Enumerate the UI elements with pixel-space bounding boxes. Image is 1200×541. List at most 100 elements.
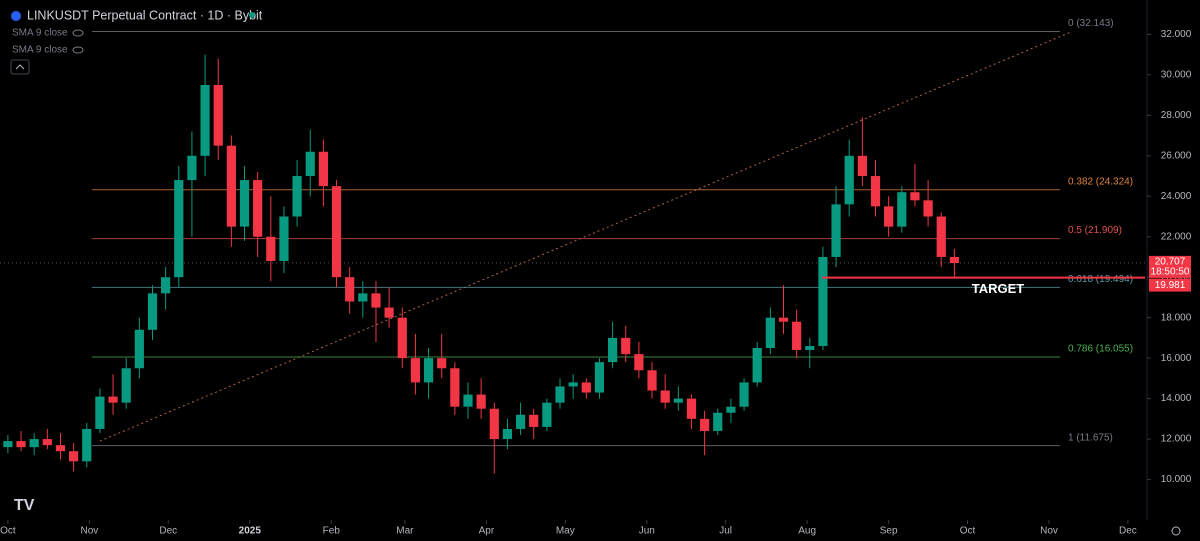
- x-tick-label: Oct: [0, 526, 16, 537]
- settings-icon[interactable]: [1171, 526, 1181, 536]
- candle-body: [765, 317, 775, 349]
- indicator-label[interactable]: SMA 9 close: [12, 45, 68, 56]
- candle-body: [147, 293, 158, 330]
- indicator-label[interactable]: SMA 9 close: [12, 28, 68, 39]
- x-tick-label: Jun: [639, 526, 655, 537]
- candle-body: [108, 396, 118, 403]
- fib-label: 0 (32.143): [1068, 18, 1114, 29]
- candle-body: [450, 368, 460, 407]
- x-tick-label: Aug: [798, 526, 816, 537]
- target-label: TARGET: [972, 281, 1025, 296]
- candle-body: [279, 216, 289, 262]
- candle-body: [55, 445, 66, 452]
- target-price-tag: [1149, 278, 1191, 292]
- candle-body: [778, 317, 789, 322]
- chart-title: LINKUSDT Perpetual Contract · 1D · Bybit: [27, 8, 263, 22]
- x-tick-label: Oct: [960, 526, 976, 537]
- x-tick-label: Feb: [323, 526, 341, 537]
- candle-body: [502, 428, 513, 440]
- hide-icon[interactable]: [72, 29, 84, 37]
- candle-body: [739, 382, 749, 407]
- fib-label: 0.618 (19.494): [1068, 274, 1133, 285]
- fib-label: 0.786 (16.055): [1068, 344, 1133, 355]
- candle-body: [515, 414, 526, 429]
- x-tick-label: Nov: [1040, 526, 1058, 537]
- fib-label: 1 (11.675): [1068, 432, 1113, 443]
- candle-body: [713, 412, 723, 431]
- candle-body: [660, 390, 670, 403]
- y-tick-label: 30.000: [1161, 70, 1192, 81]
- candle-body: [174, 180, 184, 278]
- candle-body: [292, 176, 302, 217]
- fib-label: 0.382 (24.324): [1068, 176, 1133, 187]
- candle-body: [923, 200, 933, 217]
- candle-body: [489, 408, 499, 440]
- y-tick-label: 12.000: [1161, 434, 1192, 445]
- y-tick-label: 24.000: [1161, 191, 1192, 202]
- x-tick-label: Nov: [80, 526, 98, 537]
- y-tick-label: 22.000: [1161, 231, 1192, 242]
- candle-body: [266, 236, 276, 262]
- candle-body: [752, 348, 762, 383]
- candle-body: [581, 382, 591, 393]
- candle-body: [29, 439, 39, 448]
- countdown-label: 18:50:50: [1151, 267, 1190, 278]
- x-tick-label: May: [556, 526, 575, 537]
- candle-body: [529, 414, 539, 427]
- candle-body: [476, 394, 486, 409]
- y-tick-label: 10.000: [1161, 474, 1192, 485]
- candle-body: [82, 428, 92, 462]
- candle-body: [700, 418, 710, 431]
- candle-body: [726, 406, 736, 413]
- candle-body: [69, 451, 79, 462]
- candle-body: [897, 192, 907, 227]
- candle-body: [226, 145, 236, 227]
- x-tick-label: Apr: [479, 526, 495, 537]
- status-dot: [249, 12, 255, 18]
- candle-body: [305, 151, 315, 177]
- candle-body: [936, 216, 946, 257]
- candle-body: [410, 358, 421, 383]
- candle-body: [831, 204, 841, 257]
- candle-body: [3, 441, 13, 448]
- candle-body: [253, 180, 263, 237]
- candle-body: [95, 396, 105, 429]
- y-tick-label: 26.000: [1161, 150, 1192, 161]
- candle-body: [844, 155, 854, 205]
- candle-body: [423, 358, 434, 383]
- x-tick-label: Dec: [1119, 526, 1137, 537]
- candle-body: [463, 394, 473, 407]
- x-tick-label: 2025: [239, 526, 262, 537]
- candle-body: [621, 337, 631, 355]
- candle-body: [200, 84, 210, 156]
- candle-body: [161, 277, 171, 294]
- candle-body: [371, 293, 381, 308]
- candle-body: [949, 256, 959, 264]
- trend-line: [99, 31, 1071, 442]
- candle-body: [187, 155, 197, 181]
- candle-body: [134, 329, 144, 369]
- y-tick-label: 32.000: [1161, 29, 1192, 40]
- candle-body: [16, 441, 26, 448]
- x-tick-label: Mar: [396, 526, 414, 537]
- candle-body: [437, 358, 447, 369]
- hide-icon[interactable]: [72, 46, 84, 54]
- candle-body: [121, 368, 131, 403]
- candle-body: [818, 256, 828, 346]
- candle-body: [568, 382, 578, 387]
- candle-body: [607, 337, 618, 363]
- candle-body: [857, 155, 867, 177]
- candle-body: [397, 317, 407, 359]
- candle-body: [870, 176, 881, 207]
- candle-body: [239, 180, 250, 227]
- candle-body: [358, 293, 368, 302]
- last-price-tag: [1149, 255, 1191, 278]
- candle-body: [594, 362, 605, 393]
- collapse-button[interactable]: [10, 59, 30, 75]
- y-tick-label: 16.000: [1161, 353, 1192, 364]
- candle-body: [673, 398, 683, 403]
- logo: TV: [14, 497, 35, 514]
